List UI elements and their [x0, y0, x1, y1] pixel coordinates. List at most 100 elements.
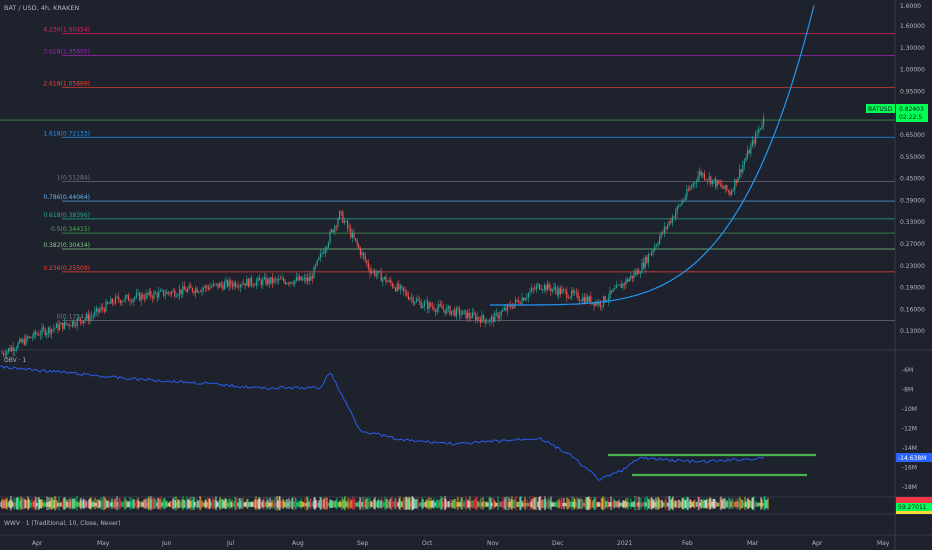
candle-body	[318, 257, 320, 261]
candle-body	[519, 303, 521, 304]
candle-body	[753, 140, 755, 144]
candle-body	[47, 327, 49, 333]
candle-body	[83, 320, 85, 324]
candle-body	[33, 331, 35, 338]
candle-body	[553, 287, 555, 290]
obv-line	[0, 365, 765, 481]
candle-body	[259, 277, 261, 281]
parabolic-curve-drawing[interactable]	[490, 5, 815, 306]
candle-body	[263, 277, 265, 280]
candle-body	[209, 287, 211, 290]
candle-body	[535, 285, 537, 290]
candle-body	[547, 283, 549, 291]
price-axis-label: 0.13000	[900, 328, 925, 335]
candle-body	[463, 310, 465, 312]
candle-body	[17, 342, 19, 349]
candle-body	[38, 334, 40, 336]
time-axis[interactable]: Apr May Jun Jul Aug Sep Oct Nov Dec 2021 Feb Mar Apr…	[32, 540, 890, 547]
candle-body	[745, 157, 747, 162]
candle-body	[92, 315, 94, 317]
candle-body	[702, 173, 704, 176]
obv-axis[interactable]: -6M -8M -10M -12M -14M -16M -18M	[902, 367, 917, 491]
candle-body	[459, 309, 461, 316]
price-axis-label: 1.00000	[900, 67, 925, 74]
candle-body	[305, 277, 307, 282]
candle-body	[215, 283, 217, 285]
candle-body	[662, 232, 664, 234]
candle-body	[337, 219, 339, 227]
candle-body	[471, 312, 473, 319]
candle-body	[177, 295, 179, 297]
obv-axis-label: -6M	[902, 367, 913, 374]
price-axis-label: 0.33000	[900, 219, 925, 226]
candle-body	[527, 293, 529, 298]
candle-body	[260, 280, 262, 286]
candle-body	[707, 179, 709, 181]
candle-body	[743, 161, 745, 165]
fib-level-label: 4.236(1.60454)	[43, 27, 90, 34]
candle-body	[540, 289, 542, 291]
candle-body	[233, 282, 235, 287]
candle-body	[116, 296, 118, 298]
candle-body	[751, 140, 753, 146]
candle-body	[187, 288, 189, 292]
candle-body	[222, 285, 224, 290]
fib-level-label: 1(0.51284)	[57, 174, 90, 181]
candle-body	[235, 282, 237, 287]
candle-body	[534, 288, 536, 290]
candle-body	[452, 309, 454, 312]
candle-body	[217, 283, 219, 288]
candle-body	[39, 334, 41, 336]
time-axis-label: Oct	[422, 540, 433, 547]
candle-body	[193, 291, 195, 294]
candle-body	[649, 254, 651, 255]
candle-body	[475, 314, 477, 321]
candle-body	[308, 277, 310, 281]
candle-body	[617, 285, 619, 286]
candle-body	[601, 305, 603, 307]
candle-body	[372, 270, 374, 272]
candle-body	[291, 281, 293, 284]
candle-body	[81, 321, 83, 324]
candle-body	[622, 283, 624, 288]
wwv-indicator-title[interactable]: WWV · 1 (Traditional, 10, Close, Never)	[4, 520, 121, 527]
candle-body	[145, 293, 147, 300]
candle-body	[641, 262, 643, 274]
candle-body	[327, 242, 329, 248]
candle-body	[497, 312, 499, 319]
candle-body	[355, 238, 357, 241]
candle-body	[651, 251, 653, 255]
candle-body	[307, 277, 309, 282]
candle-body	[404, 290, 406, 292]
candle-body	[159, 290, 161, 292]
candle-body	[647, 254, 649, 263]
obv-indicator-title[interactable]: OBV · 1	[4, 357, 26, 364]
candle-body	[153, 292, 155, 299]
candle-body	[742, 164, 744, 173]
candle-body	[268, 278, 270, 284]
candle-body	[161, 290, 163, 291]
candle-body	[486, 322, 488, 324]
candle-body	[433, 307, 435, 311]
candle-body	[396, 283, 398, 292]
candle-body	[246, 278, 248, 286]
candle-body	[95, 308, 97, 312]
time-axis-label: Jun	[161, 540, 172, 547]
candle-body	[524, 298, 526, 301]
time-axis-label: Mar	[747, 540, 759, 547]
candle-body	[502, 310, 504, 312]
candle-body	[532, 288, 534, 289]
candle-body	[465, 310, 467, 319]
candle-body	[515, 299, 517, 304]
candle-body	[156, 293, 158, 298]
candle-body	[12, 347, 14, 352]
candle-body	[455, 308, 457, 317]
price-axis[interactable]: 1.600001.300001.000000.950000.800000.650…	[900, 23, 925, 335]
candle-body	[446, 307, 448, 314]
candle-body	[699, 171, 701, 177]
candle-body	[63, 321, 65, 330]
candle-body	[211, 286, 213, 288]
candle-body	[403, 287, 405, 291]
